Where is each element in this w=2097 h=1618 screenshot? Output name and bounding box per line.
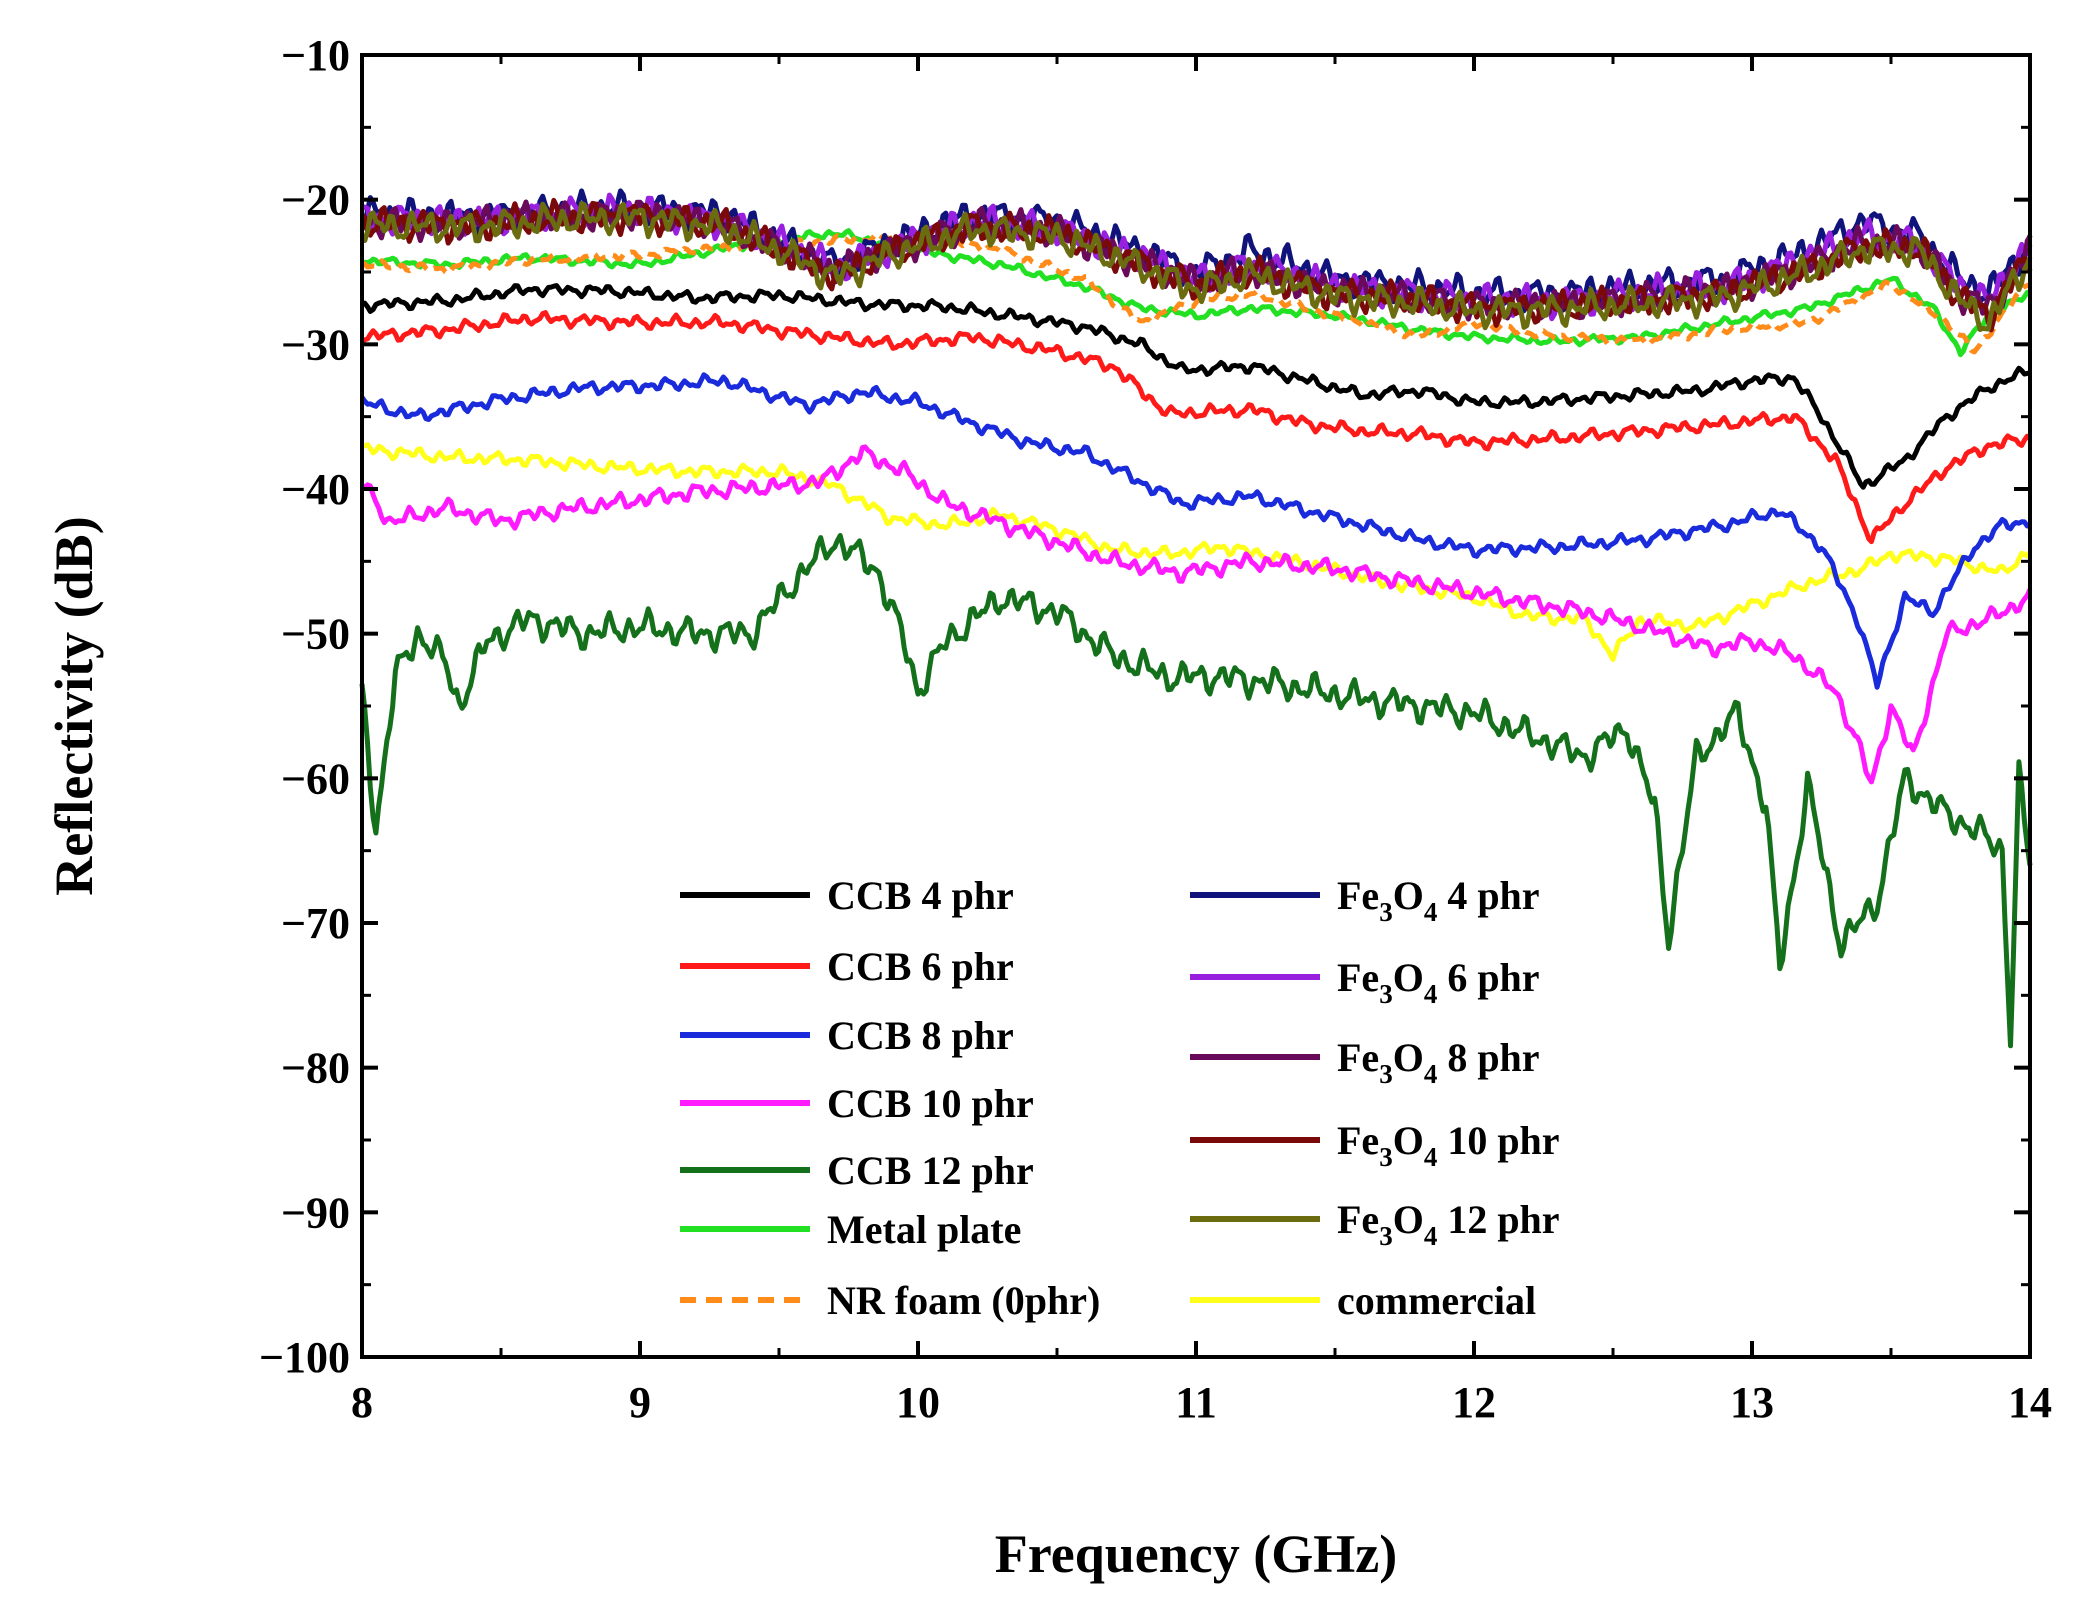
y-tick-label: −10 <box>281 31 350 80</box>
series-line-fe-o-12-phr <box>359 201 2033 332</box>
legend-label: CCB 6 phr <box>827 944 1014 989</box>
legend-label: NR foam (0phr) <box>827 1278 1100 1323</box>
x-tick-label: 10 <box>896 1378 940 1427</box>
legend-label: Fe3O4 10 phr <box>1337 1118 1560 1172</box>
series-line-fe-o-10-phr <box>360 197 2033 333</box>
x-tick-label: 13 <box>1730 1378 1774 1427</box>
series-line-commercial <box>361 442 2033 662</box>
y-axis-title: Reflectivity (dB) <box>44 516 104 895</box>
series-line-ccb-12-phr <box>359 533 2033 1049</box>
legend-label: Fe3O4 8 phr <box>1337 1035 1540 1089</box>
y-tick-label: −90 <box>281 1188 350 1237</box>
legend-label: Fe3O4 12 phr <box>1337 1197 1560 1251</box>
y-tick-label: −50 <box>281 610 350 659</box>
series-line-metal-plate <box>361 228 2031 358</box>
labels-layer: 8 9 10 11 12 13 14 −10 −20 −30 −40 −50 −60 −70 −80 −90 −… <box>259 31 2052 1427</box>
series-line-ccb-8-phr <box>359 372 2031 690</box>
legend-label: CCB 12 phr <box>827 1148 1034 1193</box>
y-tick-label: −100 <box>259 1333 350 1382</box>
legend-label: CCB 4 phr <box>827 873 1014 918</box>
series-layer <box>359 188 2033 1049</box>
legend-label: Metal plate <box>827 1207 1021 1252</box>
y-tick-label: −30 <box>281 320 350 369</box>
y-tick-label: −80 <box>281 1044 350 1093</box>
legend-label: commercial <box>1337 1278 1536 1323</box>
series-line-nr-foam-0phr <box>360 229 2032 355</box>
y-tick-label: −70 <box>281 899 350 948</box>
ticks-layer <box>360 53 2032 1359</box>
x-tick-label: 12 <box>1452 1378 1496 1427</box>
y-tick-label: −40 <box>281 465 350 514</box>
x-tick-label: 9 <box>629 1378 651 1427</box>
series-line-ccb-6-phr <box>360 310 2032 545</box>
series-line-ccb-4-phr <box>361 283 2031 490</box>
legend-label: CCB 10 phr <box>827 1081 1034 1126</box>
y-tick-label: −20 <box>281 176 350 225</box>
x-tick-label: 14 <box>2008 1378 2052 1427</box>
legend: CCB 4 phr CCB 6 phr CCB 8 phr CCB 10 phr CCB… <box>680 873 1560 1323</box>
series-line-ccb-10-phr <box>360 444 2033 785</box>
legend-label: CCB 8 phr <box>827 1013 1014 1058</box>
y-tick-label: −60 <box>281 754 350 803</box>
legend-label: Fe3O4 6 phr <box>1337 955 1540 1009</box>
x-axis-title: Frequency (GHz) <box>995 1524 1397 1584</box>
x-tick-label: 11 <box>1175 1378 1217 1427</box>
legend-label: Fe3O4 4 phr <box>1337 873 1540 927</box>
x-tick-label: 8 <box>351 1378 373 1427</box>
